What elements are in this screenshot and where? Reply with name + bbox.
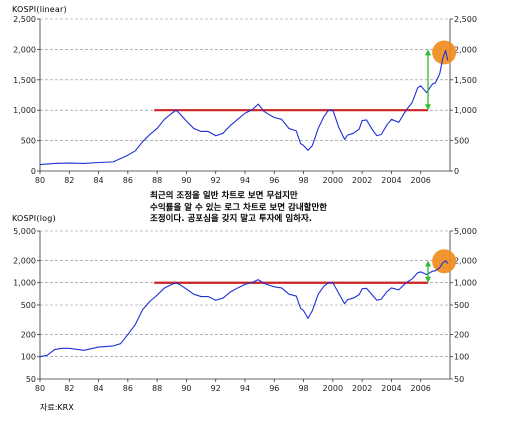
highlight-circle [432,40,457,65]
x-tick-label: 2002 [352,384,372,393]
y-tick-label-right: 200 [454,330,469,339]
y-tick-label-right: 500 [454,301,469,310]
y-tick-label-left: 1,500 [13,76,36,85]
y-tick-label-right: 500 [454,137,469,146]
source-note: 자료:KRX [40,403,74,412]
x-tick-label: 2006 [411,384,431,393]
y-tick-label-left: 50 [26,375,36,384]
x-tick-label: 98 [298,384,308,393]
x-tick-label: 94 [240,176,250,185]
linear-scale-chart: 0 0 500 500 1,000 1,000 1,500 1,500 2,000 2,000 2,… [13,15,477,185]
arrow-head-down [425,276,432,283]
green-double-arrow [425,260,432,283]
y-tick-label-right: 2,500 [454,15,477,24]
x-tick-label: 96 [269,384,279,393]
y-tick-label-left: 2,500 [13,15,36,24]
x-tick-label: 2000 [323,176,343,185]
y-tick-label-left: 1,000 [13,106,36,115]
caption-line: 최근의 조정을 일반 차트로 보면 무섭지만 [150,191,298,201]
x-tick-label: 2004 [381,384,401,393]
chart-caption: 최근의 조정을 일반 차트로 보면 무섭지만 수익률을 알 수 있는 로그 차트… [150,191,327,226]
caption-line: 수익률을 알 수 있는 로그 차트로 보면 감내할만한 [150,202,328,213]
x-tick-label: 80 [35,176,45,185]
x-tick-label: 82 [64,384,74,393]
y-tick-label-left: 100 [21,353,36,362]
arrow-head-up [425,260,432,267]
x-tick-label: 86 [123,176,133,185]
y-tick-label-right: 2,000 [454,45,477,54]
x-tick-label: 92 [211,176,221,185]
x-tick-label: 2002 [352,176,372,185]
y-tick-label-left: 5,000 [13,227,36,236]
x-tick-label: 90 [181,384,191,393]
y-tick-label-right: 100 [454,353,469,362]
y-tick-label-left: 2,000 [13,45,36,54]
x-tick-label: 2000 [323,384,343,393]
bottom-chart-title: KOSPI(log) [12,214,56,223]
y-tick-label-left: 500 [21,301,36,310]
x-tick-label: 88 [152,176,162,185]
kospi-series-line [39,260,449,358]
y-tick-label-right: 0 [454,167,459,176]
y-tick-label-right: 1,000 [454,106,477,115]
x-tick-label: 2006 [411,176,431,185]
y-tick-label-right: 5,000 [454,227,477,236]
x-tick-label: 84 [93,176,103,185]
y-tick-label-right: 1,500 [454,76,477,85]
x-tick-label: 90 [181,176,191,185]
y-tick-label-left: 2,000 [13,256,36,265]
x-tick-label: 82 [64,176,74,185]
caption-line: 조정이다. 공포심을 갖지 말고 투자에 임하자. [150,214,313,224]
y-tick-label-right: 2,000 [454,256,477,265]
x-tick-label: 98 [298,176,308,185]
x-tick-label: 84 [93,384,103,393]
x-tick-label: 80 [35,384,45,393]
y-tick-label-left: 200 [21,330,36,339]
x-tick-label: 2004 [381,176,401,185]
y-tick-label-right: 1,000 [454,279,477,288]
y-tick-label-right: 50 [454,375,464,384]
arrow-head-down [425,104,432,111]
log-scale-chart: 50 50 100 100 200 200 500 500 1,000 1,000 2,000 2,0… [13,227,477,393]
green-double-arrow [425,49,432,111]
y-tick-label-left: 1,000 [13,279,36,288]
kospi-series-line [39,50,449,166]
x-tick-label: 92 [211,384,221,393]
x-tick-label: 86 [123,384,133,393]
y-tick-label-left: 0 [31,167,36,176]
x-tick-label: 88 [152,384,162,393]
x-tick-label: 94 [240,384,250,393]
y-tick-label-left: 500 [21,137,36,146]
top-chart-title: KOSPI(linear) [12,5,67,14]
x-tick-label: 96 [269,176,279,185]
arrow-head-up [425,49,432,56]
